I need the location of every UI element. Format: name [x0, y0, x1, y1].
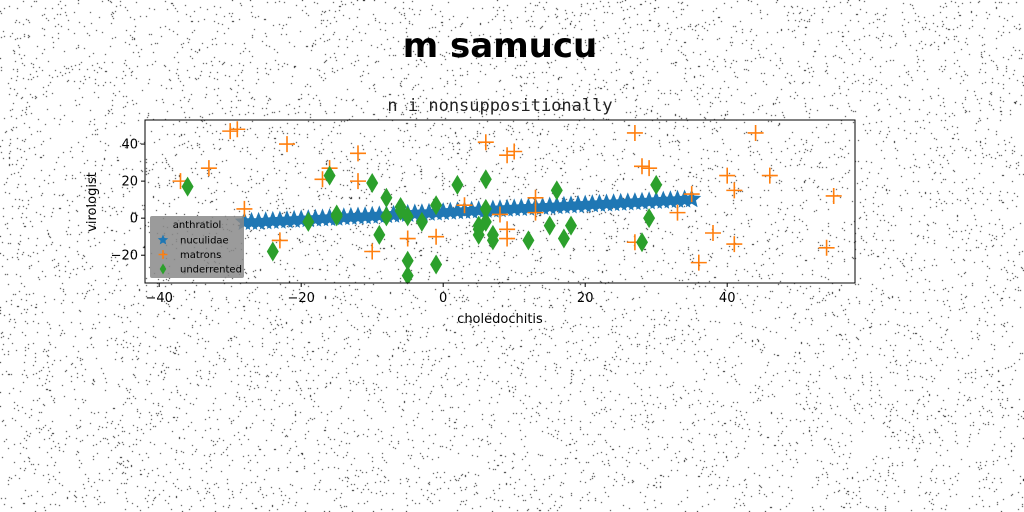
x-tick-label: −20	[287, 291, 314, 306]
point-underrented	[486, 224, 499, 245]
point-matrons	[364, 243, 381, 260]
point-matrons	[634, 158, 650, 175]
y-tick-label: 20	[121, 175, 138, 190]
point-underrented	[472, 224, 485, 245]
x-tick-label: 0	[439, 291, 447, 306]
legend-marker-matrons	[158, 250, 168, 259]
point-matrons	[669, 204, 686, 221]
point-underrented	[643, 208, 656, 229]
point-underrented	[330, 206, 343, 227]
figure-suptitle: m samucu	[402, 26, 598, 66]
point-underrented	[479, 169, 492, 190]
point-matrons	[222, 123, 239, 140]
point-matrons	[271, 232, 288, 249]
point-underrented	[543, 215, 556, 236]
point-matrons	[477, 134, 494, 151]
point-matrons	[229, 121, 246, 138]
point-matrons	[747, 124, 764, 141]
point-underrented	[550, 180, 563, 201]
y-tick-label: −20	[111, 249, 138, 264]
point-matrons	[527, 189, 544, 206]
data-marks	[172, 121, 842, 283]
legend-label-underrented: underrented	[180, 265, 242, 276]
point-matrons	[527, 204, 544, 221]
y-axis-ticks: −20 0 20 40	[111, 138, 145, 264]
point-underrented	[522, 230, 535, 251]
legend-label-matrons: matrons	[180, 250, 221, 261]
point-underrented	[451, 174, 464, 195]
point-underrented	[366, 172, 379, 193]
point-underrented	[415, 211, 428, 232]
point-matrons	[350, 173, 366, 190]
series-nuculidae	[234, 189, 702, 230]
point-matrons	[350, 145, 366, 162]
point-matrons	[428, 228, 445, 245]
series-matrons	[172, 121, 842, 271]
x-axis-ticks: −40 −20 0 20 40	[145, 283, 735, 306]
point-underrented	[323, 165, 336, 186]
point-matrons	[499, 230, 516, 247]
x-tick-label: 20	[577, 291, 594, 306]
point-matrons	[456, 197, 473, 214]
point-matrons	[761, 167, 778, 184]
point-underrented	[430, 254, 443, 275]
point-matrons	[690, 254, 707, 271]
legend-box	[150, 216, 244, 278]
point-underrented	[430, 195, 443, 216]
y-tick-label: 0	[130, 212, 138, 227]
legend-marker-underrented	[159, 263, 167, 275]
point-matrons	[825, 187, 842, 204]
point-matrons	[626, 124, 643, 141]
point-underrented	[401, 265, 414, 283]
plot-frame	[144, 119, 856, 284]
point-matrons	[726, 236, 743, 253]
point-matrons	[683, 186, 700, 203]
point-underrented	[479, 211, 492, 232]
point-matrons	[719, 167, 736, 184]
x-tick-label: −40	[145, 291, 172, 306]
point-matrons	[399, 230, 416, 247]
y-axis-label: virologist	[85, 172, 100, 232]
point-matrons	[279, 136, 295, 153]
series-underrented	[181, 165, 663, 283]
point-underrented	[650, 174, 663, 195]
point-matrons	[641, 160, 658, 177]
x-axis-label: choledochitis	[457, 312, 543, 327]
point-underrented	[636, 232, 648, 253]
point-matrons	[200, 160, 217, 177]
plot-area	[144, 119, 856, 284]
point-underrented	[557, 228, 570, 249]
legend-title: anthratiol	[173, 220, 222, 231]
point-underrented	[401, 250, 414, 271]
y-tick-label: 40	[121, 138, 138, 153]
legend-marker-nuculidae	[157, 234, 169, 245]
point-matrons	[499, 147, 516, 164]
chart-title: n i nonsuppositionally	[387, 96, 612, 116]
legend-label-nuculidae: nuculidae	[180, 236, 229, 247]
point-underrented	[565, 215, 577, 236]
point-underrented	[373, 224, 386, 245]
point-matrons	[705, 224, 721, 241]
point-matrons	[492, 206, 508, 223]
point-underrented	[302, 211, 315, 232]
point-matrons	[726, 182, 743, 199]
point-underrented	[266, 241, 279, 262]
point-matrons	[818, 239, 835, 256]
point-underrented	[380, 187, 393, 208]
legend: anthratiol nuculidae matrons underrented	[150, 216, 244, 278]
point-underrented	[380, 206, 393, 227]
point-underrented	[479, 198, 492, 219]
x-tick-label: 40	[719, 291, 736, 306]
point-matrons	[236, 200, 253, 217]
legend-entries: nuculidae matrons underrented	[157, 234, 242, 276]
point-matrons	[506, 143, 523, 160]
point-underrented	[181, 176, 194, 197]
point-underrented	[401, 206, 414, 227]
